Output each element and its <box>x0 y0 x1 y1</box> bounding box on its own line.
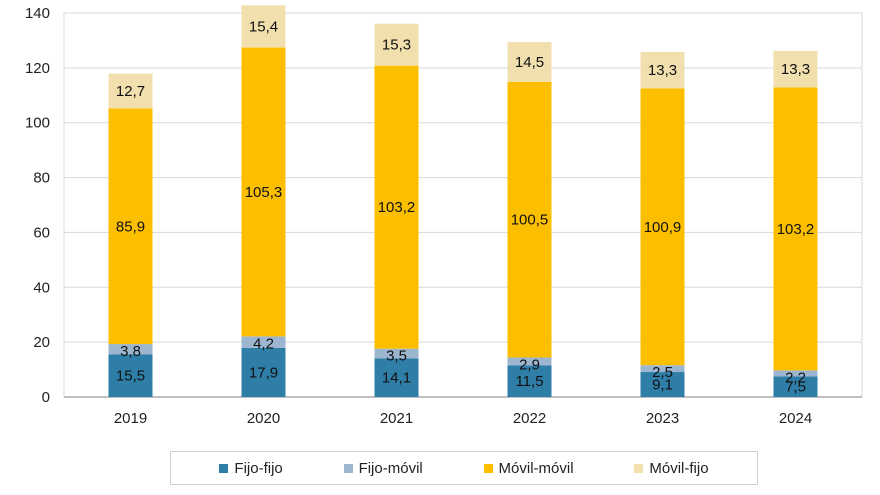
legend-label: Móvil-fijo <box>649 459 709 477</box>
bar-segment <box>374 65 419 349</box>
data-label: 11,5 <box>515 373 543 390</box>
data-label: 105,3 <box>245 184 283 201</box>
legend-label: Fijo-móvil <box>358 459 423 477</box>
legend-swatch <box>634 463 644 473</box>
bar-segment <box>773 50 818 88</box>
y-tick-label: 60 <box>33 224 50 241</box>
data-label: 85,9 <box>116 218 145 235</box>
data-label: 9,1 <box>652 377 673 394</box>
bar-segment <box>241 5 286 48</box>
data-label: 103,2 <box>777 221 815 238</box>
y-tick-label: 100 <box>25 115 50 132</box>
data-label: 14,1 <box>382 370 411 387</box>
x-tick-label: 2022 <box>513 410 546 427</box>
y-tick-label: 40 <box>33 279 50 296</box>
bar-segment <box>108 354 153 397</box>
plot-area <box>63 12 863 398</box>
y-tick-label: 140 <box>25 5 50 22</box>
y-tick-label: 0 <box>42 389 50 406</box>
data-label: 100,5 <box>511 212 549 229</box>
bar-segment <box>507 81 552 358</box>
legend-swatch <box>343 463 353 473</box>
legend-label: Móvil-móvil <box>498 459 574 477</box>
data-label: 2,5 <box>652 364 673 381</box>
x-tick-label: 2020 <box>247 410 280 427</box>
bar-segment <box>241 347 286 397</box>
data-label: 14,5 <box>515 54 544 71</box>
legend-swatch <box>219 463 229 473</box>
legend-label: Fijo-fijo <box>234 459 283 477</box>
data-label: 3,5 <box>386 348 407 365</box>
bar-segment <box>773 376 818 397</box>
data-label: 15,4 <box>249 18 278 35</box>
bar-segment <box>773 87 818 371</box>
data-label: 7,5 <box>785 379 806 396</box>
data-label: 15,3 <box>382 37 411 54</box>
bar-segment <box>374 358 419 397</box>
data-label: 12,7 <box>116 83 145 100</box>
legend-item: Fijo-fijo <box>219 459 283 477</box>
bar-segment <box>374 23 419 66</box>
bar-segment <box>640 372 685 397</box>
bar-segment <box>773 370 818 377</box>
bar-segment <box>507 365 552 397</box>
legend-item: Móvil-fijo <box>634 459 709 477</box>
data-label: 3,8 <box>120 343 141 360</box>
legend-item: Móvil-móvil <box>483 459 574 477</box>
y-tick-label: 20 <box>33 334 50 351</box>
bar-segment <box>108 344 153 355</box>
data-label: 2,9 <box>519 357 540 374</box>
bar-segment <box>108 108 153 345</box>
bar-segment <box>241 336 286 348</box>
data-label: 4,2 <box>253 335 274 352</box>
legend-item: Fijo-móvil <box>343 459 423 477</box>
bar-segment <box>374 348 419 359</box>
x-tick-label: 2023 <box>646 410 679 427</box>
bar-segment <box>507 357 552 366</box>
bar-segment <box>640 88 685 366</box>
bar-segment <box>507 42 552 82</box>
bar-segment <box>241 47 286 337</box>
data-label: 103,2 <box>378 199 416 216</box>
data-label: 17,9 <box>249 364 278 381</box>
bar-segment <box>640 365 685 373</box>
x-tick-label: 2024 <box>779 410 812 427</box>
bar-segment <box>108 73 153 109</box>
legend-swatch <box>483 463 493 473</box>
data-label: 15,5 <box>116 368 145 385</box>
x-tick-label: 2019 <box>114 410 147 427</box>
bar-segment <box>640 51 685 89</box>
y-tick-label: 120 <box>25 60 50 77</box>
data-label: 13,3 <box>648 62 677 79</box>
data-label: 100,9 <box>644 219 682 236</box>
y-tick-label: 80 <box>33 170 50 187</box>
data-label: 2,2 <box>785 369 806 386</box>
data-label: 13,3 <box>781 61 810 78</box>
legend: Fijo-fijo Fijo-móvil Móvil-móvil Móvil-fijo <box>170 451 758 485</box>
x-tick-label: 2021 <box>380 410 413 427</box>
